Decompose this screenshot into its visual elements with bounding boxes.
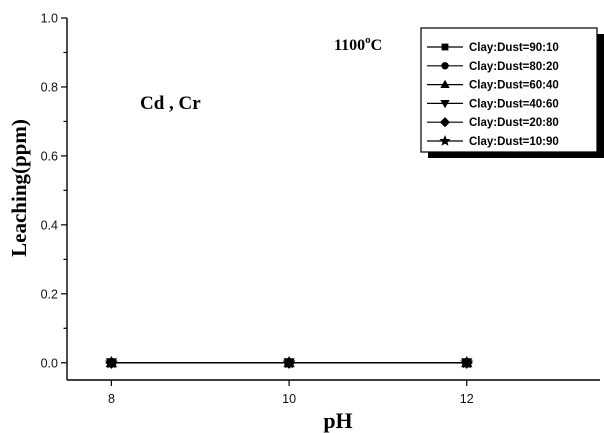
x-axis-title: pH [323, 408, 352, 433]
legend-marker [440, 100, 450, 109]
elements-annotation: Cd , Cr [140, 93, 201, 114]
temperature-degree: o [365, 34, 371, 46]
temperature-value: 1100 [334, 37, 365, 54]
axes [66, 18, 600, 381]
legend-marker [440, 79, 450, 88]
legend-label: Clay:Dust=40:60 [469, 98, 559, 110]
legend-marker [439, 135, 451, 146]
legend-item: Clay:Dust=60:40 [427, 80, 559, 92]
x-tick-label: 8 [108, 392, 115, 406]
series-layer [104, 355, 474, 369]
legend-marker [441, 62, 449, 70]
y-axis-title: Leaching(ppm) [7, 119, 31, 257]
x-tick-label: 12 [460, 392, 474, 406]
x-tick-label: 10 [282, 392, 296, 406]
legend-box [420, 27, 598, 153]
legend-label: Clay:Dust=10:90 [469, 136, 559, 148]
ticks: 0.0 0.2 0.4 0.6 0.8 1.0 8 10 12 [41, 12, 474, 407]
legend-label: Clay:Dust=60:40 [469, 80, 559, 92]
temperature-annotation: 1100oC [334, 34, 382, 54]
legend: Clay:Dust=90:10 Clay:Dust=80:20 Clay:Dust=… [420, 27, 604, 158]
data-point [104, 355, 118, 369]
legend-item: Clay:Dust=40:60 [427, 98, 559, 110]
legend-item: Clay:Dust=10:90 [427, 135, 559, 148]
y-tick-label: 0.8 [41, 80, 58, 94]
y-tick-label: 1.0 [41, 12, 58, 26]
legend-marker [439, 117, 451, 128]
legend-items: Clay:Dust=90:10 Clay:Dust=80:20 Clay:Dust=… [427, 42, 559, 148]
legend-label: Clay:Dust=80:20 [469, 61, 559, 73]
legend-item: Clay:Dust=20:80 [427, 117, 559, 129]
series [104, 355, 474, 369]
legend-label: Clay:Dust=90:10 [469, 42, 559, 54]
y-tick-label: 0.4 [41, 218, 58, 232]
temperature-unit: C [371, 37, 383, 54]
data-point [282, 355, 296, 369]
legend-marker [441, 43, 449, 51]
legend-label: Clay:Dust=20:80 [469, 117, 559, 129]
y-tick-label: 0.2 [41, 287, 58, 301]
y-tick-label: 0.0 [41, 356, 58, 370]
legend-item: Clay:Dust=80:20 [427, 61, 559, 73]
y-tick-label: 0.6 [41, 149, 58, 163]
legend-item: Clay:Dust=90:10 [427, 42, 559, 54]
data-point [460, 355, 474, 369]
